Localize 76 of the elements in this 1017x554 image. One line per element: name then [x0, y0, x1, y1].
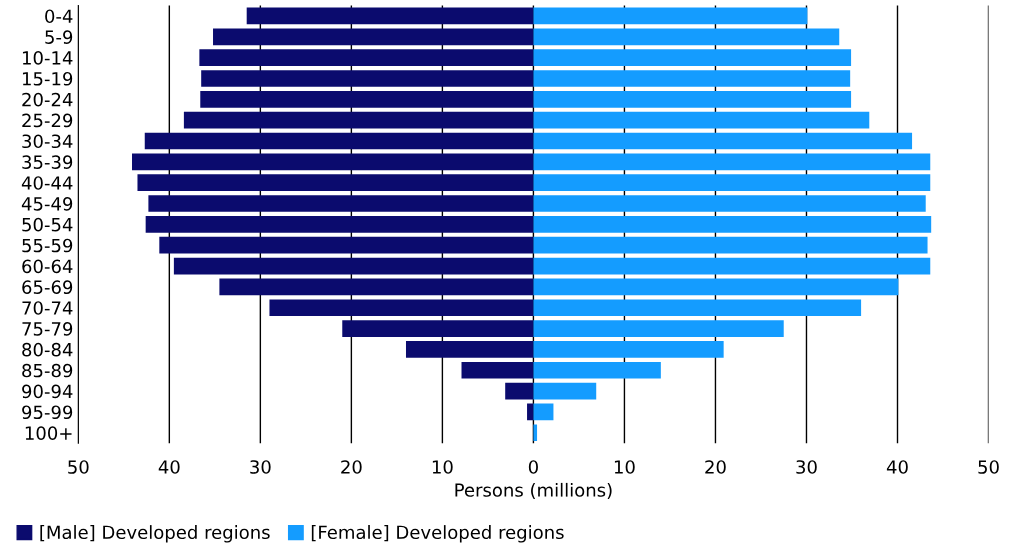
y-tick-label: 10-14 [22, 51, 73, 65]
x-tick-label: 50 [978, 460, 999, 474]
y-tick-label: 0-4 [45, 9, 73, 24]
bar [533, 299, 862, 317]
x-tick-label: 30 [796, 460, 817, 474]
bar [533, 28, 840, 46]
y-tick-label: 80-84 [22, 342, 73, 357]
bar [533, 153, 931, 171]
bar [533, 382, 597, 400]
y-tick-label: 30-34 [22, 134, 73, 149]
y-tick-label: 35-39 [22, 155, 73, 169]
y-tick-label: 100+ [25, 426, 72, 440]
bar [137, 174, 534, 192]
bar [533, 341, 724, 358]
legend-label: [Female] Developed regions [311, 525, 564, 543]
y-tick-label: 75-79 [22, 322, 73, 336]
bar [199, 49, 534, 66]
bar [533, 257, 931, 275]
x-tick-label: 0 [528, 460, 538, 474]
bar [159, 236, 534, 254]
bar [533, 403, 554, 421]
bar [533, 195, 926, 212]
bar [533, 174, 931, 192]
bar [533, 216, 932, 233]
bar [533, 278, 899, 296]
y-tick-label: 5-9 [45, 30, 73, 44]
x-axis-title: Persons (millions) [455, 482, 612, 499]
x-tick-label: 20 [705, 460, 726, 474]
bar [148, 195, 534, 212]
y-tick-label: 55-59 [22, 238, 73, 253]
bar [405, 341, 534, 358]
x-tick-label: 10 [432, 460, 453, 474]
x-tick-label: 30 [250, 460, 271, 474]
bar [533, 132, 913, 150]
bar [533, 90, 852, 108]
bar [533, 361, 661, 379]
y-tick-label: 60-64 [22, 259, 73, 274]
y-tick-label: 25-29 [22, 113, 73, 128]
bar [505, 382, 534, 400]
legend-label: [Male] Developed regions [40, 525, 270, 543]
bar [533, 111, 870, 129]
x-tick-label: 10 [614, 460, 635, 474]
y-tick-label: 15-19 [22, 71, 73, 86]
bar [201, 70, 534, 87]
bar [246, 7, 534, 25]
y-tick-label: 70-74 [22, 301, 73, 315]
bar [533, 49, 852, 66]
y-tick-label: 65-69 [22, 280, 73, 295]
bar [219, 278, 534, 296]
bar [173, 257, 534, 275]
bar [200, 90, 534, 108]
x-tick-label: 20 [341, 460, 362, 474]
y-tick-label: 95-99 [22, 405, 73, 420]
bar [533, 320, 784, 337]
bar [269, 299, 534, 317]
bar [533, 424, 538, 442]
x-tick-label: 40 [886, 460, 908, 474]
bar [132, 153, 534, 171]
y-tick-label: 50-54 [22, 217, 73, 232]
x-tick-label: 40 [158, 460, 180, 474]
y-tick-label: 90-94 [22, 384, 73, 399]
bar [183, 111, 534, 129]
bar [527, 403, 534, 421]
y-tick-label: 40-44 [21, 176, 73, 190]
bar [342, 320, 534, 337]
bar [213, 28, 534, 46]
bar [533, 236, 928, 254]
bar [144, 132, 534, 150]
bar [533, 7, 808, 25]
bar [145, 216, 534, 233]
bar [461, 361, 534, 379]
y-tick-label: 85-89 [22, 363, 73, 378]
y-tick-label: 45-49 [21, 196, 73, 211]
y-tick-label: 20-24 [22, 92, 73, 107]
x-tick-label: 50 [68, 460, 89, 474]
bar [533, 70, 851, 87]
